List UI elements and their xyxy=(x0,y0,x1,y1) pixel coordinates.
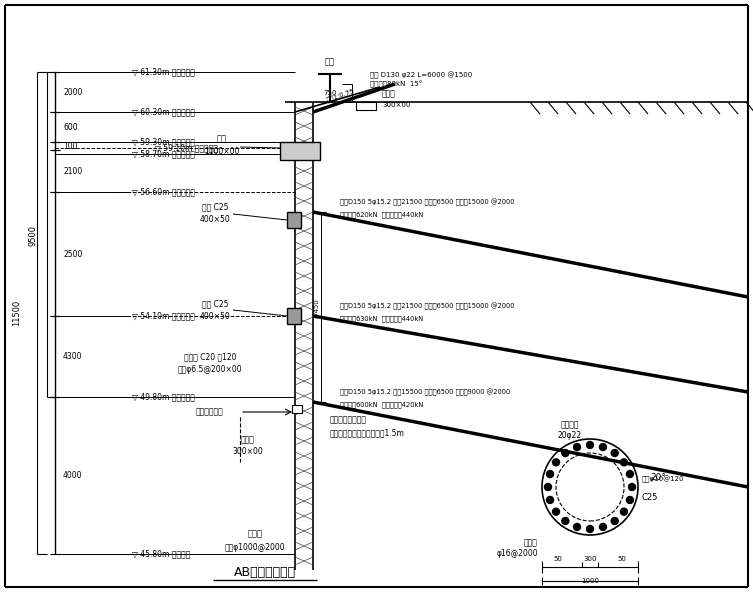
Text: 400×50: 400×50 xyxy=(200,214,230,224)
Circle shape xyxy=(574,443,581,451)
Text: 主筋纵筋: 主筋纵筋 xyxy=(561,420,579,430)
Circle shape xyxy=(562,449,569,456)
Circle shape xyxy=(587,442,593,449)
Circle shape xyxy=(626,471,633,478)
Circle shape xyxy=(553,459,559,466)
Circle shape xyxy=(553,508,559,515)
Circle shape xyxy=(620,459,627,466)
Circle shape xyxy=(629,484,636,491)
Text: C25: C25 xyxy=(642,493,658,501)
Text: ▽ 45.80m 桩底标高: ▽ 45.80m 桩底标高 xyxy=(132,549,191,558)
Bar xyxy=(292,405,302,413)
Circle shape xyxy=(611,517,618,525)
Text: 设计拉力620kN  极限承载力440kN: 设计拉力620kN 极限承载力440kN xyxy=(340,212,423,218)
Text: 2100: 2100 xyxy=(63,166,82,175)
Text: 2000: 2000 xyxy=(63,88,82,96)
Text: ▽ 58.70m 冠梁顶标高: ▽ 58.70m 冠梁顶标高 xyxy=(132,150,195,159)
Text: 网筋φ6.5@200×00: 网筋φ6.5@200×00 xyxy=(178,365,242,375)
Text: 喷射砼 C20 厚120: 喷射砼 C20 厚120 xyxy=(184,352,236,362)
Circle shape xyxy=(620,508,627,515)
Text: 600: 600 xyxy=(63,123,78,131)
Text: 箍筋φ10@120: 箍筋φ10@120 xyxy=(642,475,684,482)
Text: 400×50: 400×50 xyxy=(200,311,230,320)
Text: 设计拉力80kN  15°: 设计拉力80kN 15° xyxy=(370,81,422,88)
Text: 截水沟: 截水沟 xyxy=(382,89,396,98)
Circle shape xyxy=(562,517,569,525)
Bar xyxy=(356,102,376,110)
Text: 设计拉力600kN  极限承载力420kN: 设计拉力600kN 极限承载力420kN xyxy=(340,402,423,408)
Bar xyxy=(287,212,301,228)
Text: 20°: 20° xyxy=(650,472,666,481)
Text: 腰梁 C25: 腰梁 C25 xyxy=(202,202,228,211)
Circle shape xyxy=(611,449,618,456)
Bar xyxy=(287,308,301,324)
Text: 保护层: 保护层 xyxy=(524,539,538,548)
Text: 护栏: 护栏 xyxy=(325,57,335,66)
Text: 4000: 4000 xyxy=(63,471,83,480)
Text: 坡比1:0.75: 坡比1:0.75 xyxy=(326,88,356,102)
Text: 9500: 9500 xyxy=(29,224,38,246)
Text: 地下室外墙线: 地下室外墙线 xyxy=(196,407,224,417)
Text: 旋挖桩: 旋挖桩 xyxy=(248,529,263,539)
Text: ▽ 56.60m 第二排锚索: ▽ 56.60m 第二排锚索 xyxy=(132,188,195,197)
Bar xyxy=(280,142,320,160)
Circle shape xyxy=(547,497,553,503)
Text: 4300: 4300 xyxy=(63,352,83,361)
Text: 2500: 2500 xyxy=(63,249,82,259)
Circle shape xyxy=(574,523,581,530)
Text: φ16@2000: φ16@2000 xyxy=(496,549,538,558)
Text: ▽ 61.30m 基坑顶标高: ▽ 61.30m 基坑顶标高 xyxy=(132,67,195,76)
Circle shape xyxy=(544,484,551,491)
Text: 腰梁 C25: 腰梁 C25 xyxy=(202,300,228,308)
Text: 11500: 11500 xyxy=(13,300,22,326)
Circle shape xyxy=(599,523,606,530)
Text: 100: 100 xyxy=(63,141,78,150)
Circle shape xyxy=(547,471,553,478)
Text: 7450: 7450 xyxy=(313,298,319,316)
Text: 50: 50 xyxy=(553,556,562,562)
Text: 20φ22: 20φ22 xyxy=(558,430,582,439)
Text: ▽ 59.30m 冠梁顶标高: ▽ 59.30m 冠梁顶标高 xyxy=(132,137,195,146)
Text: 锚索D150 5φ15.2 总长15500 自由段6500 锚固段9000 @2000: 锚索D150 5φ15.2 总长15500 自由段6500 锚固段9000 @2… xyxy=(340,388,511,395)
Text: 土钉 D130 φ22 L=6000 @1500: 土钉 D130 φ22 L=6000 @1500 xyxy=(370,71,472,79)
Circle shape xyxy=(599,443,606,451)
Text: 50: 50 xyxy=(617,556,626,562)
Text: 750: 750 xyxy=(323,90,337,96)
Text: 帷幕顶底至少进入弱透水层1.5m: 帷幕顶底至少进入弱透水层1.5m xyxy=(330,429,405,437)
Text: 排水沟: 排水沟 xyxy=(241,436,255,445)
Text: 直径φ1000@2000: 直径φ1000@2000 xyxy=(224,543,285,552)
Text: ▽ 49.80m 基坑底标高: ▽ 49.80m 基坑底标高 xyxy=(132,392,195,401)
Text: ▽ 60.30m 第一排土钉: ▽ 60.30m 第一排土钉 xyxy=(132,108,195,117)
Text: 锚索D150 5φ15.2 总长21500 自由段6500 锚固段15000 @2000: 锚索D150 5φ15.2 总长21500 自由段6500 锚固段15000 @… xyxy=(340,303,514,310)
Text: 300×00: 300×00 xyxy=(233,448,264,456)
Text: ▽ 59.10m 第一排锚索: ▽ 59.10m 第一排锚索 xyxy=(155,143,218,153)
Text: 300×00: 300×00 xyxy=(382,102,410,108)
Text: 300: 300 xyxy=(584,556,596,562)
Circle shape xyxy=(626,497,633,503)
Text: 1100×00: 1100×00 xyxy=(204,146,239,156)
Text: 桩间设旋止水帷幕: 桩间设旋止水帷幕 xyxy=(330,416,367,424)
Text: 1000: 1000 xyxy=(581,578,599,584)
Text: ▽ 54.10m 第三排锚索: ▽ 54.10m 第三排锚索 xyxy=(132,311,195,320)
Text: 冠梁: 冠梁 xyxy=(217,134,227,143)
Text: 设计拉力630kN  极限承载力440kN: 设计拉力630kN 极限承载力440kN xyxy=(340,316,423,322)
Text: AB段支护剖面图: AB段支护剖面图 xyxy=(234,565,296,578)
Circle shape xyxy=(587,526,593,532)
Text: 锚索D150 5φ15.2 总长21500 自由段6500 锚固段15000 @2000: 锚索D150 5φ15.2 总长21500 自由段6500 锚固段15000 @… xyxy=(340,198,514,205)
